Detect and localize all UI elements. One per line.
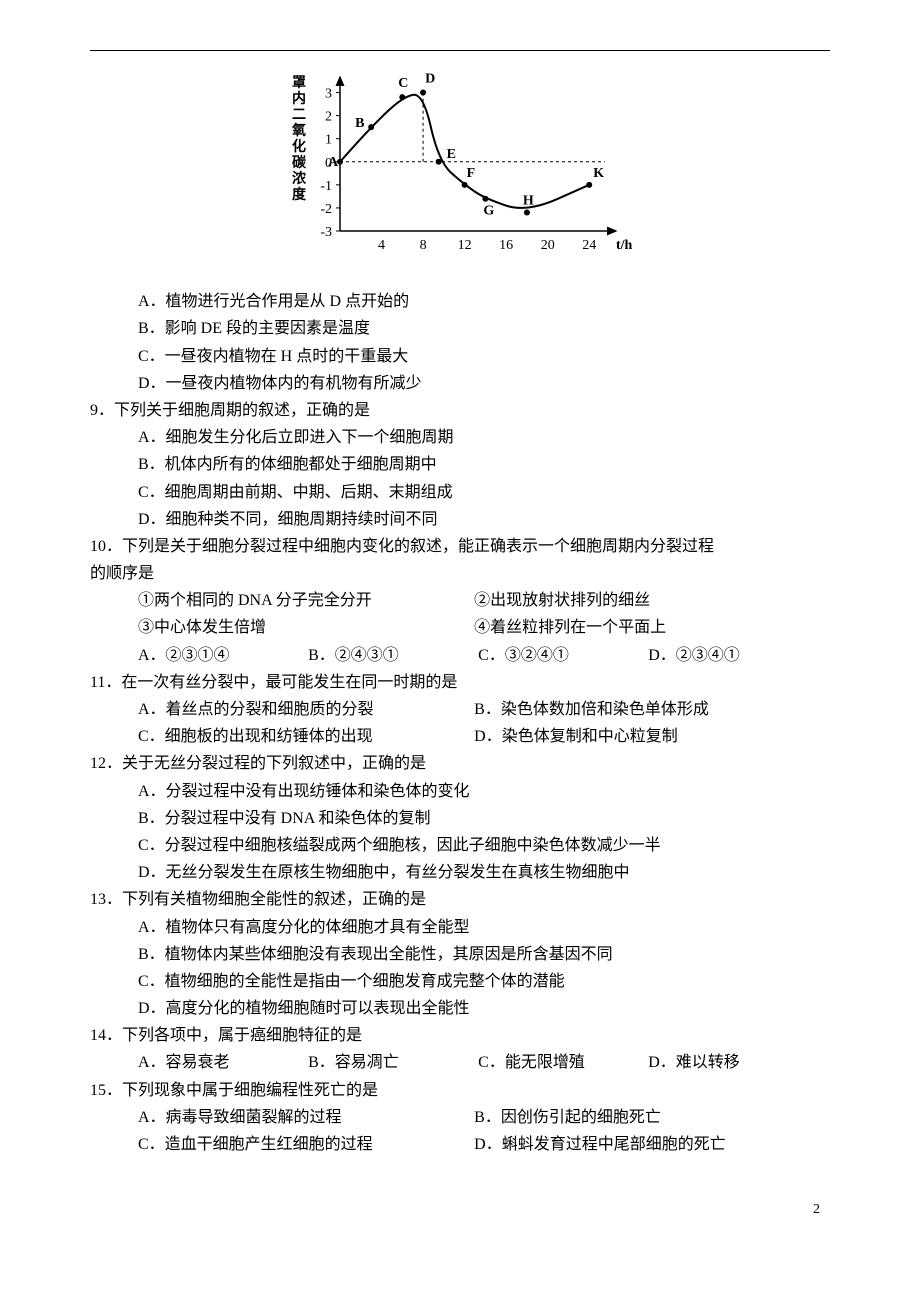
q13-opt-b: B．植物体内某些体细胞没有表现出全能性，其原因是所含基因不同: [138, 941, 830, 968]
top-rule: [90, 50, 830, 51]
svg-text:16: 16: [499, 238, 513, 253]
q9-opt-b: B．机体内所有的体细胞都处于细胞周期中: [138, 451, 830, 478]
q9-opt-d: D．细胞种类不同，细胞周期持续时间不同: [138, 506, 830, 533]
svg-text:罩: 罩: [292, 75, 306, 91]
q9-stem: 9．下列关于细胞周期的叙述，正确的是: [90, 397, 830, 424]
svg-text:-1: -1: [320, 179, 332, 194]
svg-text:3: 3: [325, 87, 332, 102]
q10-item-2: ②出现放射状排列的细丝: [474, 587, 806, 614]
q8-chart: -3-2-112304812162024t/h罩内二氧化碳浓度ABCDEFGHK: [90, 69, 830, 278]
q8-opt-d: D．一昼夜内植物体内的有机物有所减少: [138, 370, 830, 397]
q10-opt-c: C．③②④①: [478, 642, 644, 669]
q10: 10．下列是关于细胞分裂过程中细胞内变化的叙述，能正确表示一个细胞周期内分裂过程…: [90, 533, 830, 669]
q15-opt-a: A．病毒导致细菌裂解的过程: [138, 1104, 470, 1131]
svg-text:碳: 碳: [292, 154, 307, 171]
svg-text:内: 内: [292, 90, 306, 107]
q14-opt-c: C．能无限增殖: [478, 1049, 644, 1076]
svg-text:-2: -2: [320, 202, 332, 217]
q11: 11．在一次有丝分裂中，最可能发生在同一时期的是 A．着丝点的分裂和细胞质的分裂…: [90, 669, 830, 751]
q10-opt-a: A．②③①④: [138, 642, 304, 669]
q10-item-1: ①两个相同的 DNA 分子完全分开: [138, 587, 470, 614]
q9: 9．下列关于细胞周期的叙述，正确的是 A．细胞发生分化后立即进入下一个细胞周期 …: [90, 397, 830, 533]
svg-text:24: 24: [582, 238, 596, 253]
q10-opt-d: D．②③④①: [648, 642, 814, 669]
svg-text:A: A: [328, 155, 339, 170]
q12: 12．关于无丝分裂过程的下列叙述中，正确的是 A．分裂过程中没有出现纺锤体和染色…: [90, 750, 830, 886]
svg-text:氧: 氧: [291, 122, 306, 139]
q8-opt-b: B．影响 DE 段的主要因素是温度: [138, 315, 830, 342]
q12-opt-a: A．分裂过程中没有出现纺锤体和染色体的变化: [138, 778, 830, 805]
svg-text:度: 度: [292, 186, 307, 203]
q13: 13．下列有关植物细胞全能性的叙述，正确的是 A．植物体只有高度分化的体细胞才具…: [90, 886, 830, 1022]
q12-opt-d: D．无丝分裂发生在原核生物细胞中，有丝分裂发生在真核生物细胞中: [138, 859, 830, 886]
svg-text:化: 化: [292, 138, 306, 155]
q13-opt-d: D．高度分化的植物细胞随时可以表现出全能性: [138, 995, 830, 1022]
q13-opt-c: C．植物细胞的全能性是指由一个细胞发育成完整个体的潜能: [138, 968, 830, 995]
svg-text:B: B: [355, 116, 364, 131]
q10-stem-2: 的顺序是: [90, 560, 830, 587]
q13-opt-a: A．植物体只有高度分化的体细胞才具有全能型: [138, 914, 830, 941]
q8-opt-a: A．植物进行光合作用是从 D 点开始的: [138, 288, 830, 315]
q15-opt-b: B．因创伤引起的细胞死亡: [474, 1104, 806, 1131]
svg-text:G: G: [483, 204, 494, 219]
q9-opt-c: C．细胞周期由前期、中期、后期、末期组成: [138, 479, 830, 506]
q10-opt-b: B．②④③①: [308, 642, 474, 669]
svg-text:12: 12: [458, 238, 472, 253]
q14-opt-b: B．容易凋亡: [308, 1049, 474, 1076]
q14-stem: 14．下列各项中，属于癌细胞特征的是: [90, 1022, 830, 1049]
svg-text:20: 20: [541, 238, 555, 253]
q15-opt-c: C．造血干细胞产生红细胞的过程: [138, 1131, 470, 1158]
svg-text:4: 4: [378, 238, 385, 253]
svg-text:C: C: [398, 76, 408, 91]
q11-opt-c: C．细胞板的出现和纺锤体的出现: [138, 723, 470, 750]
q11-opt-b: B．染色体数加倍和染色单体形成: [474, 696, 806, 723]
q15-opt-d: D．蝌蚪发育过程中尾部细胞的死亡: [474, 1131, 806, 1158]
q13-stem: 13．下列有关植物细胞全能性的叙述，正确的是: [90, 886, 830, 913]
q8-opt-c: C．一昼夜内植物在 H 点时的干重最大: [138, 343, 830, 370]
page-number: 2: [90, 1198, 830, 1222]
q15: 15．下列现象中属于细胞编程性死亡的是 A．病毒导致细菌裂解的过程 B．因创伤引…: [90, 1077, 830, 1159]
co2-chart-svg: -3-2-112304812162024t/h罩内二氧化碳浓度ABCDEFGHK: [270, 69, 650, 269]
q12-stem: 12．关于无丝分裂过程的下列叙述中，正确的是: [90, 750, 830, 777]
svg-text:H: H: [523, 194, 534, 209]
q14-opt-d: D．难以转移: [648, 1049, 814, 1076]
svg-text:t/h: t/h: [616, 238, 633, 253]
svg-text:K: K: [593, 166, 604, 181]
svg-text:F: F: [467, 166, 476, 181]
q14-opt-a: A．容易衰老: [138, 1049, 304, 1076]
q12-opt-b: B．分裂过程中没有 DNA 和染色体的复制: [138, 805, 830, 832]
svg-text:8: 8: [420, 238, 427, 253]
q14: 14．下列各项中，属于癌细胞特征的是 A．容易衰老 B．容易凋亡 C．能无限增殖…: [90, 1022, 830, 1076]
q10-item-3: ③中心体发生倍增: [138, 614, 470, 641]
q12-opt-c: C．分裂过程中细胞核缢裂成两个细胞核，因此子细胞中染色体数减少一半: [138, 832, 830, 859]
q8-options: A．植物进行光合作用是从 D 点开始的 B．影响 DE 段的主要因素是温度 C．…: [90, 288, 830, 397]
svg-text:D: D: [425, 72, 435, 87]
q11-opt-a: A．着丝点的分裂和细胞质的分裂: [138, 696, 470, 723]
q10-stem-1: 10．下列是关于细胞分裂过程中细胞内变化的叙述，能正确表示一个细胞周期内分裂过程: [90, 533, 830, 560]
q15-stem: 15．下列现象中属于细胞编程性死亡的是: [90, 1077, 830, 1104]
svg-text:浓: 浓: [292, 170, 307, 187]
svg-text:-3: -3: [320, 225, 332, 240]
svg-text:E: E: [447, 147, 456, 162]
q11-opt-d: D．染色体复制和中心粒复制: [474, 723, 806, 750]
svg-text:2: 2: [325, 110, 332, 125]
q11-stem: 11．在一次有丝分裂中，最可能发生在同一时期的是: [90, 669, 830, 696]
svg-text:1: 1: [325, 133, 332, 148]
q9-opt-a: A．细胞发生分化后立即进入下一个细胞周期: [138, 424, 830, 451]
q10-item-4: ④着丝粒排列在一个平面上: [474, 614, 806, 641]
svg-text:二: 二: [292, 108, 306, 123]
